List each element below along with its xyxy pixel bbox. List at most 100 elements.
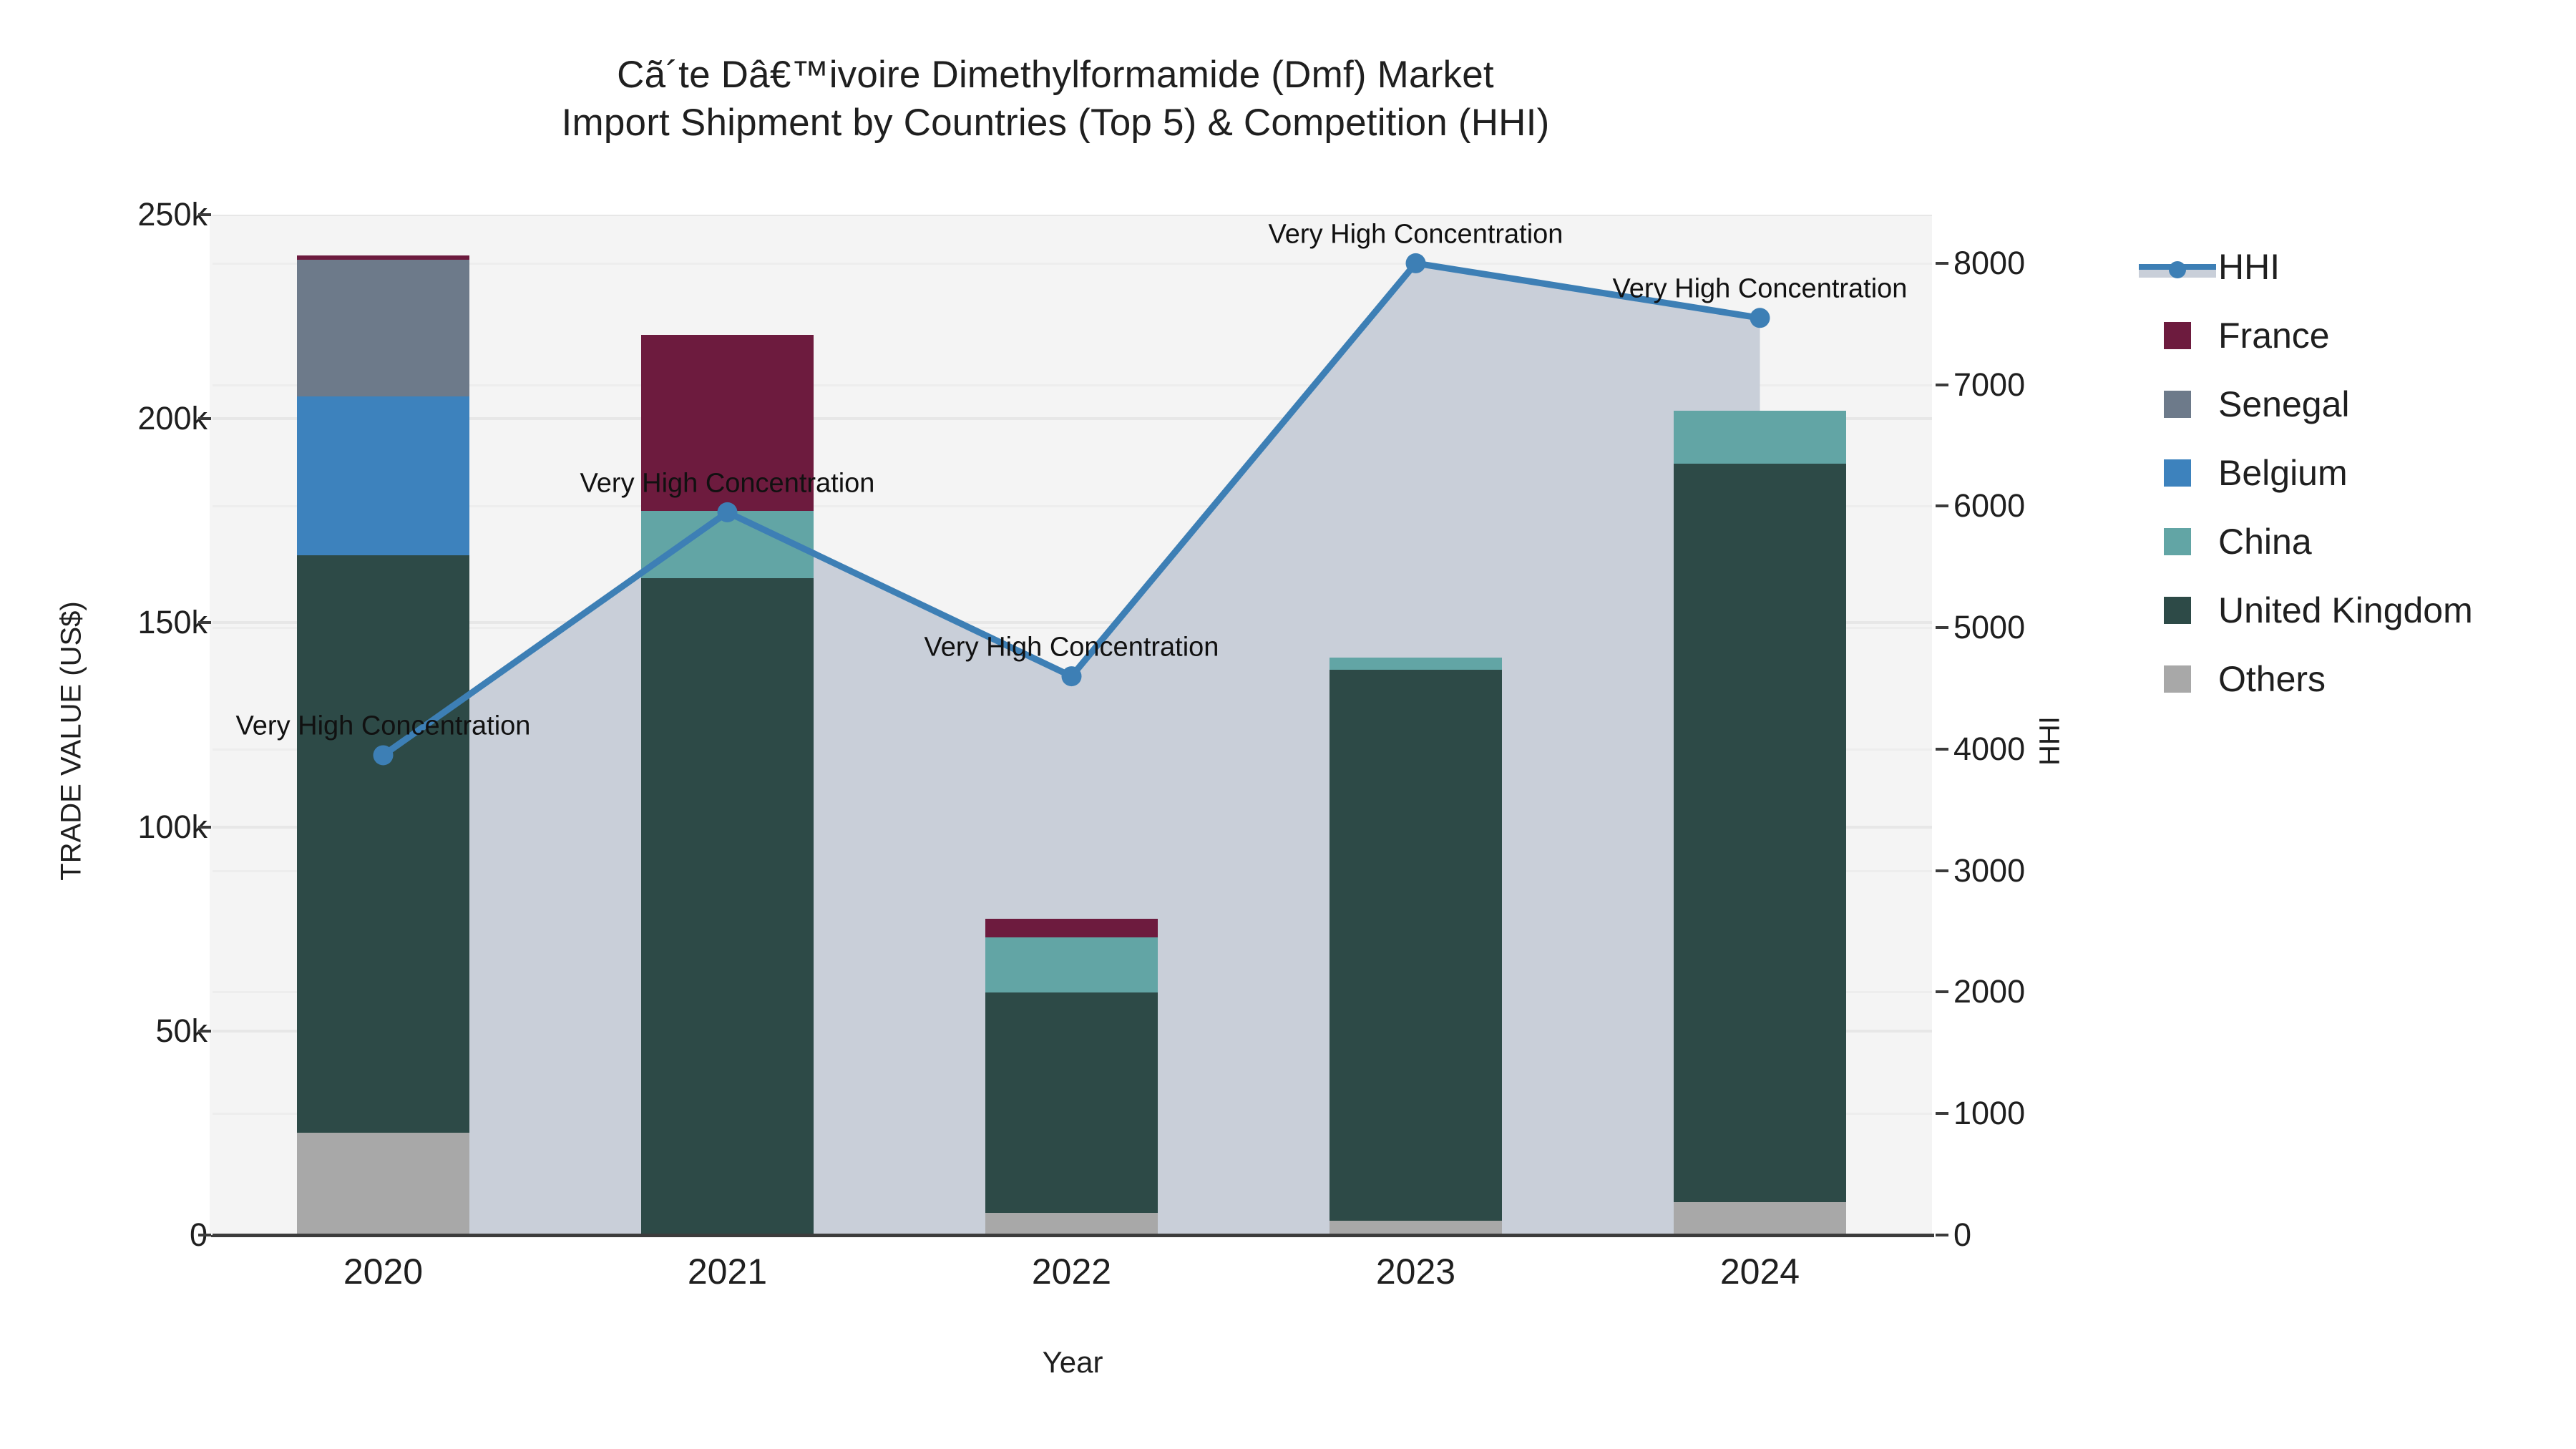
- bar-segment: [1674, 463, 1846, 1203]
- gridline-minor: [211, 505, 1932, 508]
- legend-item-senegal[interactable]: Senegal: [2136, 370, 2565, 439]
- legend-item-france[interactable]: France: [2136, 301, 2565, 370]
- y-axis-right-tick-mark: [1936, 1234, 1948, 1236]
- legend-swatch-icon: [2136, 528, 2218, 555]
- y-axis-right-tick-label: 8000: [1953, 244, 2026, 281]
- y-axis-right-tick-mark: [1936, 869, 1948, 872]
- y-axis-left-tick-label: 200k: [137, 400, 208, 437]
- legend-item-china[interactable]: China: [2136, 507, 2565, 576]
- color-swatch-icon: [2163, 528, 2191, 555]
- x-axis-label: Year: [1042, 1345, 1103, 1379]
- color-swatch-icon: [2163, 459, 2191, 487]
- y-axis-left-label: TRADE VALUE (US$): [55, 601, 87, 881]
- legend-item-label: United Kingdom: [2218, 590, 2473, 630]
- y-axis-left-tick-mark: [198, 825, 211, 829]
- x-axis-tick-label: 2023: [1375, 1252, 1456, 1292]
- y-axis-left-tick-mark: [198, 621, 211, 625]
- x-axis-tick-label: 2020: [343, 1252, 424, 1292]
- bar-segment: [985, 1212, 1158, 1235]
- bar-segment: [1330, 1221, 1502, 1235]
- gridline-minor: [211, 262, 1932, 265]
- chart-title-line1: Cã´te Dâ€™ivoire Dimethylformamide (Dmf)…: [617, 54, 1494, 96]
- y-axis-right-tick-mark: [1936, 383, 1948, 386]
- color-swatch-icon: [2163, 322, 2191, 349]
- hhi-data-point: [1750, 308, 1770, 328]
- y-axis-right-tick-label: 5000: [1953, 609, 2026, 646]
- concentration-annotation: Very High Concentration: [235, 711, 531, 741]
- x-axis-tick-label: 2024: [1719, 1252, 1800, 1292]
- x-axis-tick-label: 2021: [687, 1252, 768, 1292]
- y-axis-line: [210, 215, 213, 1235]
- bar-segment: [1674, 1202, 1846, 1235]
- gridline: [211, 215, 1932, 216]
- concentration-annotation: Very High Concentration: [1612, 273, 1908, 304]
- y-axis-left-tick-mark: [198, 1029, 211, 1033]
- gridline-minor: [211, 384, 1932, 386]
- y-axis-left-tick-mark: [198, 1234, 211, 1236]
- bar-segment: [297, 396, 469, 556]
- hhi-line-series: [373, 253, 1770, 766]
- y-axis-left-tick-label: 100k: [137, 808, 208, 845]
- legend-swatch-icon: [2136, 391, 2218, 418]
- y-axis-left-tick-label: 150k: [137, 604, 208, 641]
- concentration-annotation: Very High Concentration: [1268, 219, 1563, 250]
- hhi-data-point: [717, 502, 738, 522]
- y-axis-left-tick-label: 50k: [155, 1012, 208, 1049]
- bar-segment: [985, 937, 1158, 992]
- hhi-data-point: [1061, 666, 1082, 687]
- gridline: [211, 417, 1932, 421]
- bar-segment: [641, 335, 814, 511]
- legend-item-label: Senegal: [2218, 384, 2350, 424]
- legend: HHI France Senegal Belgium China United Kingd…: [2136, 233, 2565, 713]
- y-axis-right-tick-label: 4000: [1953, 730, 2026, 767]
- legend-item-label: HHI: [2218, 247, 2280, 287]
- bar-segment: [985, 992, 1158, 1213]
- legend-item-label: Belgium: [2218, 453, 2348, 493]
- line-marker-icon: [2138, 256, 2216, 278]
- color-swatch-icon: [2163, 665, 2191, 693]
- y-axis-right-tick-label: 1000: [1953, 1095, 2026, 1132]
- line-point-icon: [2168, 261, 2186, 278]
- y-axis-right-tick-label: 7000: [1953, 366, 2026, 403]
- y-axis-right-tick-label: 0: [1953, 1216, 1972, 1253]
- hhi-data-point: [373, 745, 394, 766]
- legend-swatch-icon: [2136, 665, 2218, 693]
- y-axis-left-tick-label: 250k: [137, 196, 208, 233]
- concentration-annotation: Very High Concentration: [924, 632, 1219, 663]
- chart-title-line2: Import Shipment by Countries (Top 5) & C…: [561, 101, 1550, 144]
- gridline-minor: [211, 627, 1932, 630]
- legend-item-others[interactable]: Others: [2136, 645, 2565, 713]
- legend-item-label: China: [2218, 522, 2312, 562]
- bar-segment: [641, 577, 814, 1235]
- bar-segment: [297, 1133, 469, 1235]
- hhi-data-point: [1405, 253, 1426, 273]
- x-axis-tick-label: 2022: [1031, 1252, 1112, 1292]
- y-axis-right-tick-mark: [1936, 747, 1948, 751]
- bar-segment: [1330, 669, 1502, 1221]
- y-axis-right-tick-mark: [1936, 990, 1948, 994]
- y-axis-right-tick-mark: [1936, 261, 1948, 265]
- legend-swatch-icon: [2136, 459, 2218, 487]
- y-axis-right-tick-label: 3000: [1953, 852, 2026, 889]
- y-axis-right-label: HHI: [2034, 716, 2066, 766]
- legend-line-icon: [2136, 256, 2218, 278]
- legend-swatch-icon: [2136, 597, 2218, 624]
- gridline: [211, 621, 1932, 625]
- y-axis-right-tick-label: 6000: [1953, 487, 2026, 525]
- plot-area: [211, 215, 1932, 1235]
- concentration-annotation: Very High Concentration: [580, 468, 875, 499]
- legend-item-belgium[interactable]: Belgium: [2136, 439, 2565, 507]
- x-axis-line: [211, 1234, 1934, 1237]
- legend-item-hhi[interactable]: HHI: [2136, 233, 2565, 301]
- legend-item-united-kingdom[interactable]: United Kingdom: [2136, 576, 2565, 645]
- bar-segment: [297, 259, 469, 396]
- chart-title: Cã´te Dâ€™ivoire Dimethylformamide (Dmf)…: [0, 52, 2111, 147]
- color-swatch-icon: [2163, 597, 2191, 624]
- y-axis-right-tick-label: 2000: [1953, 973, 2026, 1010]
- y-axis-right-tick-mark: [1936, 504, 1948, 508]
- y-axis-right-tick-mark: [1936, 626, 1948, 630]
- y-axis-left-tick-mark: [198, 417, 211, 421]
- bar-segment: [297, 255, 469, 260]
- bar-segment: [297, 555, 469, 1133]
